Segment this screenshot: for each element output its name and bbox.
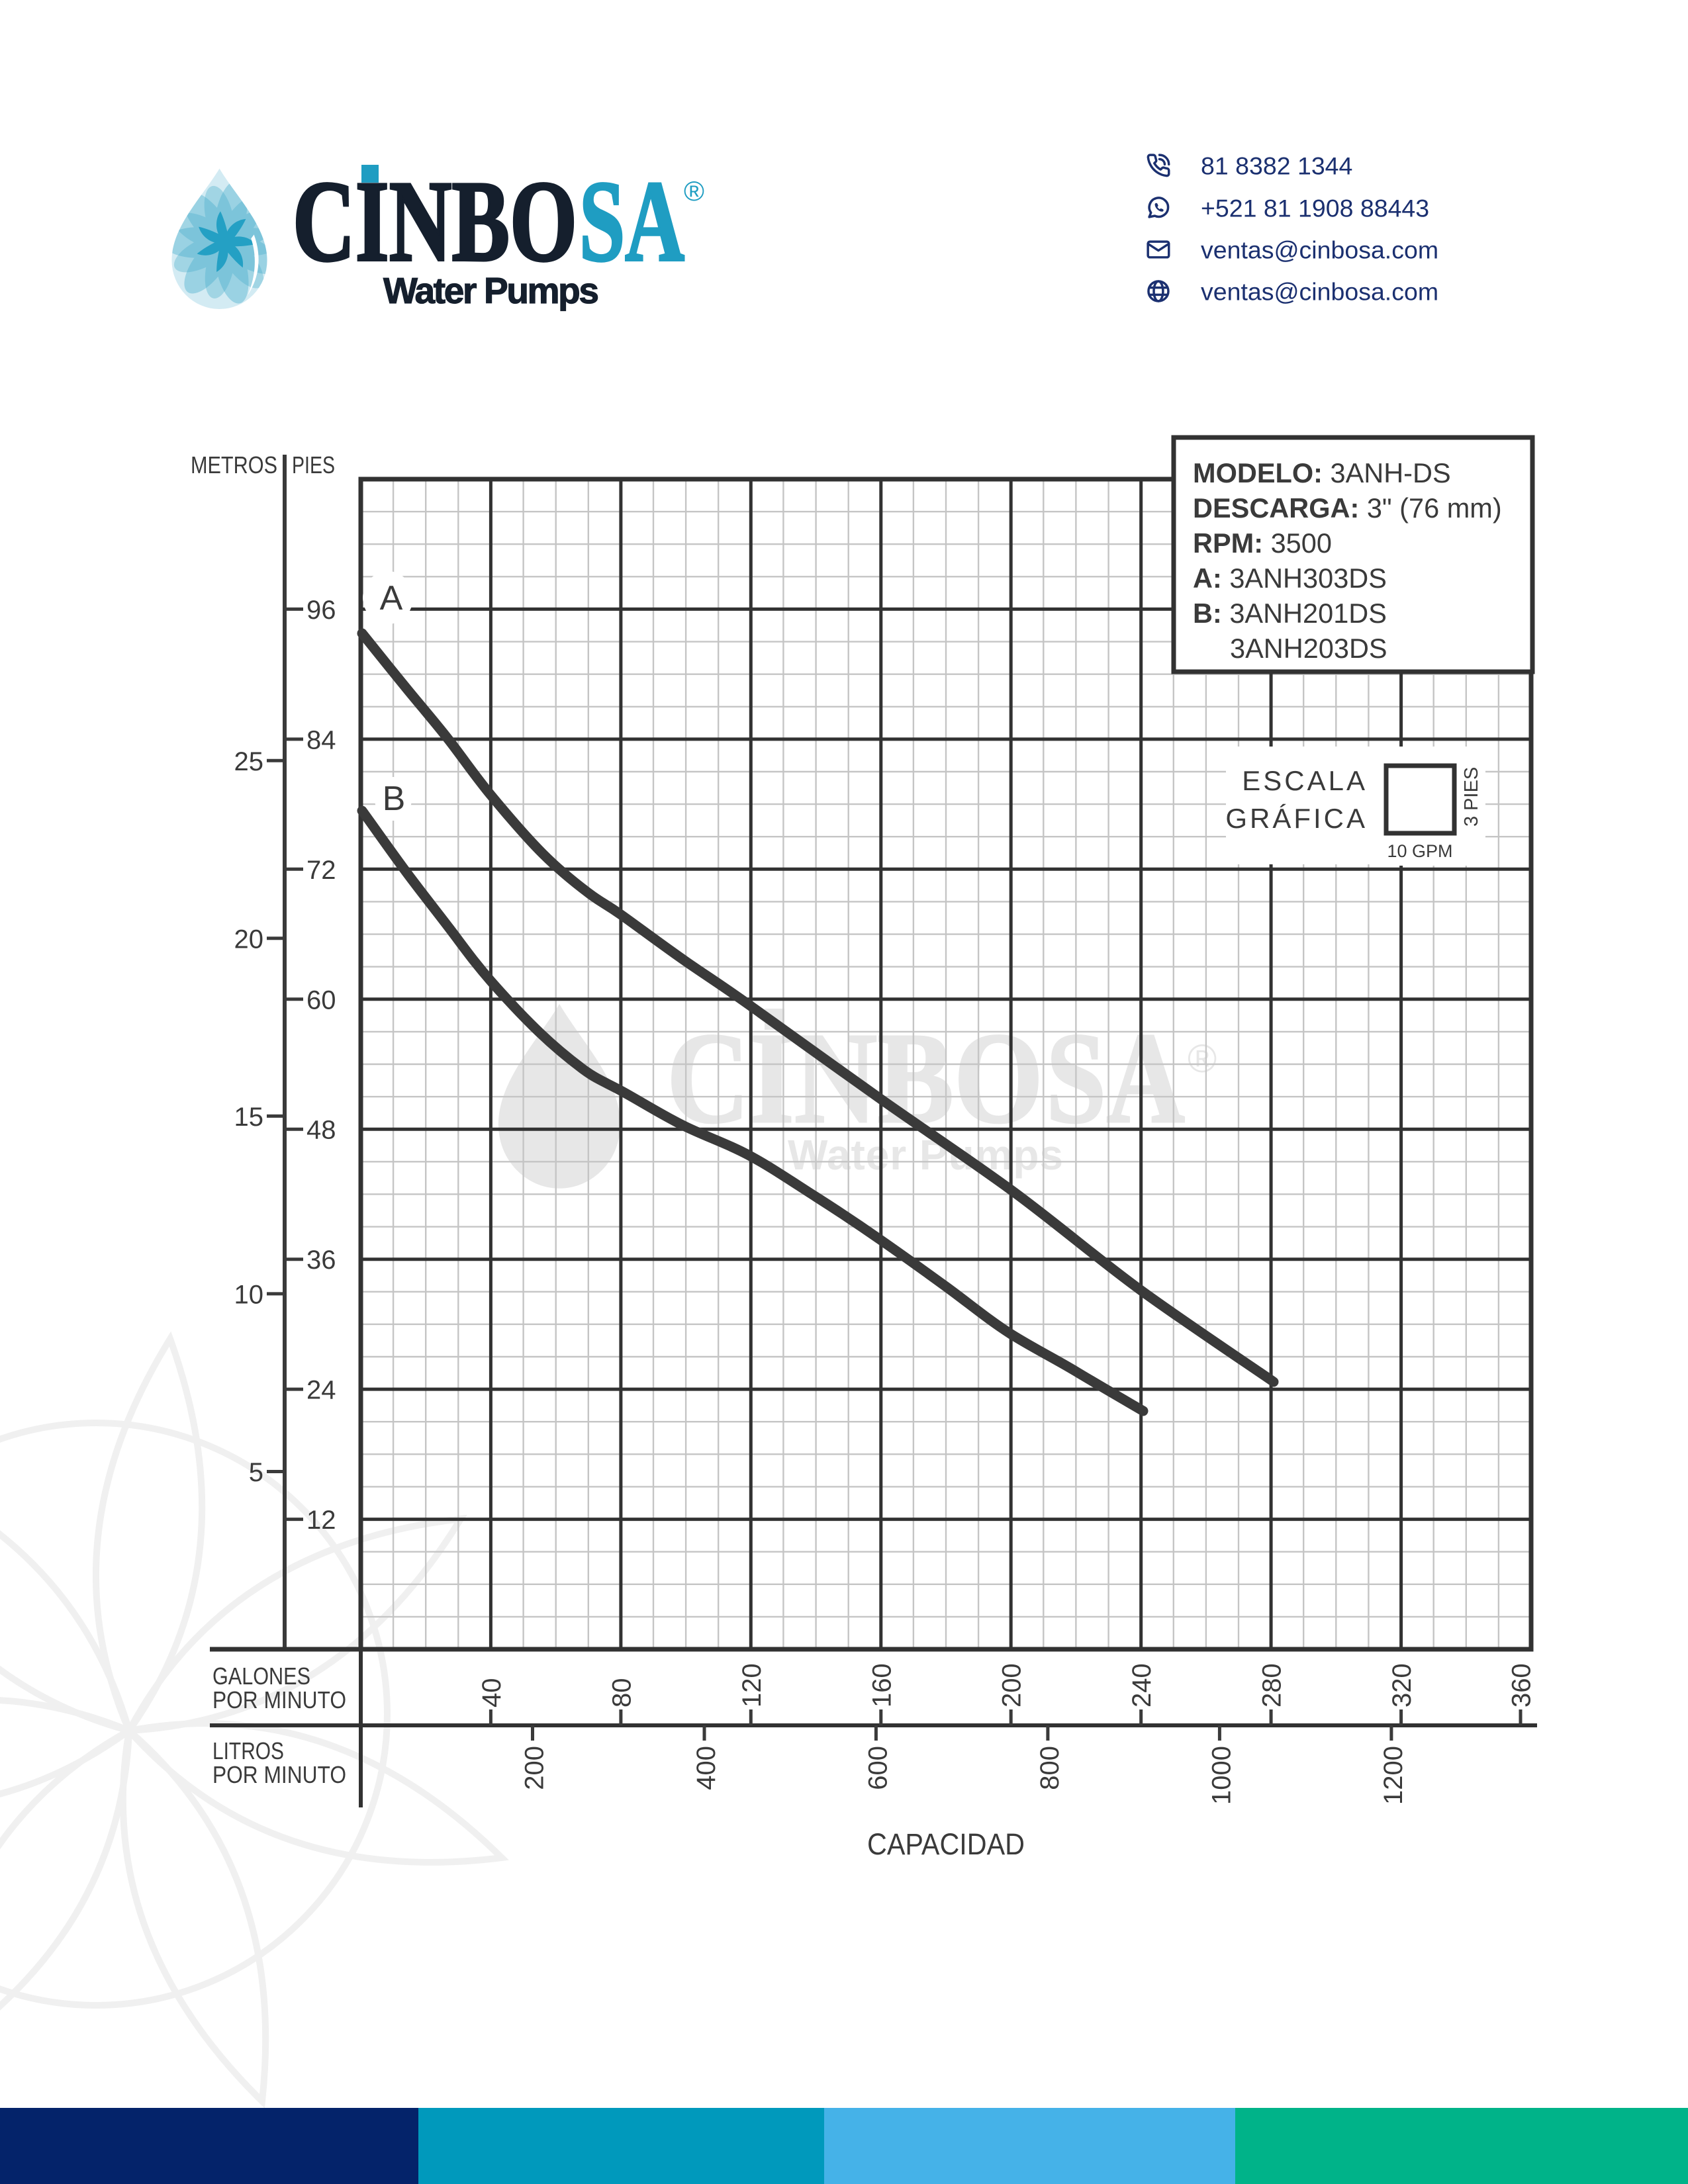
svg-text:15: 15 bbox=[234, 1103, 264, 1132]
svg-text:120: 120 bbox=[737, 1663, 767, 1707]
svg-text:25: 25 bbox=[234, 747, 264, 776]
svg-text:MODELO: 3ANH-DS: MODELO: 3ANH-DS bbox=[1193, 457, 1451, 488]
svg-text:Water Pumps: Water Pumps bbox=[788, 1131, 1063, 1179]
svg-text:96: 96 bbox=[306, 596, 336, 625]
svg-text:A: 3ANH303DS: A: 3ANH303DS bbox=[1193, 563, 1387, 594]
svg-text:72: 72 bbox=[306, 856, 336, 885]
svg-text:A: A bbox=[380, 579, 403, 617]
svg-text:400: 400 bbox=[692, 1746, 721, 1790]
svg-text:®: ® bbox=[1188, 1036, 1217, 1081]
svg-text:320: 320 bbox=[1387, 1663, 1417, 1707]
svg-text:B: 3ANH201DS: B: 3ANH201DS bbox=[1193, 598, 1387, 629]
svg-text:METROS: METROS bbox=[191, 451, 277, 478]
svg-text:CINBO: CINBO bbox=[293, 157, 577, 285]
svg-text:1200: 1200 bbox=[1379, 1746, 1408, 1805]
svg-text:160: 160 bbox=[867, 1663, 896, 1707]
svg-text:GRÁFICA: GRÁFICA bbox=[1225, 803, 1368, 834]
svg-text:280: 280 bbox=[1258, 1663, 1287, 1707]
svg-text:3ANH203DS: 3ANH203DS bbox=[1230, 633, 1387, 664]
svg-text:POR MINUTO: POR MINUTO bbox=[212, 1686, 346, 1713]
svg-text:240: 240 bbox=[1127, 1663, 1156, 1707]
svg-text:LITROS: LITROS bbox=[212, 1737, 284, 1764]
svg-text:ESCALA: ESCALA bbox=[1242, 765, 1368, 796]
svg-text:360: 360 bbox=[1507, 1663, 1536, 1707]
svg-text:24: 24 bbox=[306, 1376, 336, 1405]
svg-text:CAPACIDAD: CAPACIDAD bbox=[867, 1827, 1025, 1861]
svg-text:RPM: 3500: RPM: 3500 bbox=[1193, 527, 1332, 559]
svg-text:60: 60 bbox=[306, 985, 336, 1015]
svg-text:800: 800 bbox=[1035, 1746, 1064, 1790]
svg-text:PIES: PIES bbox=[292, 451, 335, 478]
svg-text:1000: 1000 bbox=[1207, 1746, 1236, 1805]
svg-text:80: 80 bbox=[607, 1678, 636, 1708]
svg-text:+521 81 1908 88443: +521 81 1908 88443 bbox=[1201, 195, 1429, 222]
svg-text:ventas@cinbosa.com: ventas@cinbosa.com bbox=[1201, 236, 1438, 264]
svg-text:B: B bbox=[383, 780, 406, 818]
svg-text:40: 40 bbox=[477, 1678, 506, 1708]
svg-text:36: 36 bbox=[306, 1246, 336, 1275]
svg-text:200: 200 bbox=[520, 1746, 549, 1790]
svg-text:48: 48 bbox=[306, 1116, 336, 1145]
svg-text:GALONES: GALONES bbox=[212, 1662, 310, 1690]
svg-text:ventas@cinbosa.com: ventas@cinbosa.com bbox=[1201, 278, 1438, 306]
svg-text:600: 600 bbox=[863, 1746, 892, 1790]
svg-text:10: 10 bbox=[234, 1280, 264, 1309]
svg-text:®: ® bbox=[684, 175, 704, 206]
svg-text:SA: SA bbox=[579, 157, 684, 285]
svg-text:POR MINUTO: POR MINUTO bbox=[212, 1761, 346, 1788]
svg-text:81 8382 1344: 81 8382 1344 bbox=[1201, 152, 1352, 180]
svg-text:SA: SA bbox=[1046, 1005, 1185, 1150]
svg-text:Water Pumps: Water Pumps bbox=[383, 270, 599, 311]
svg-text:DESCARGA: 3" (76 mm): DESCARGA: 3" (76 mm) bbox=[1193, 492, 1502, 523]
svg-text:20: 20 bbox=[234, 925, 264, 954]
svg-text:3 PIES: 3 PIES bbox=[1461, 767, 1482, 827]
svg-text:12: 12 bbox=[306, 1506, 336, 1535]
svg-text:10 GPM: 10 GPM bbox=[1387, 841, 1452, 861]
svg-text:200: 200 bbox=[998, 1663, 1027, 1707]
svg-text:5: 5 bbox=[249, 1458, 263, 1487]
svg-text:84: 84 bbox=[306, 725, 336, 754]
